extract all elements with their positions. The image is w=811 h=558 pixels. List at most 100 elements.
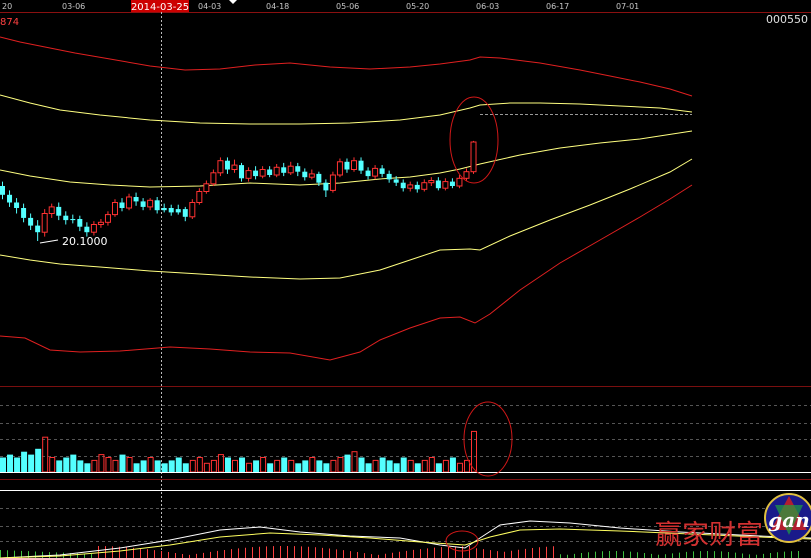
candle: [196, 188, 203, 205]
candle-body: [379, 168, 385, 174]
candle: [393, 176, 399, 186]
candle-body: [449, 181, 455, 186]
volume-bar: [295, 463, 302, 472]
low-price-label: 20.1000: [62, 235, 108, 248]
candle: [365, 167, 371, 180]
volume-bar: [63, 457, 70, 472]
candle: [147, 198, 154, 211]
cursor-date-label: 2014-03-25: [131, 2, 189, 13]
candle-body: [77, 219, 83, 227]
candle-body: [104, 214, 111, 223]
candle: [35, 220, 41, 241]
volume-bar: [21, 451, 28, 472]
candle-body: [48, 206, 55, 214]
candle: [224, 157, 230, 174]
candle: [210, 169, 217, 186]
candle-body: [393, 179, 399, 183]
candle-body: [133, 197, 139, 202]
volume-bar: [274, 459, 281, 473]
candle: [48, 203, 55, 218]
volume-bar: [161, 463, 168, 472]
winner-wealth-logo: 赢家财富 gan: [655, 493, 811, 551]
candle: [189, 199, 196, 219]
candle-body: [456, 177, 463, 187]
candle: [386, 170, 392, 183]
volume-bar: [210, 459, 217, 473]
volume-bar: [358, 457, 365, 472]
candle: [302, 168, 308, 181]
moving-average-line: [0, 130, 693, 188]
candle-body: [253, 170, 259, 177]
candle-body: [175, 209, 181, 213]
volume-bar: [7, 454, 14, 472]
candle: [456, 175, 463, 189]
volume-bar: [449, 457, 456, 472]
candle-body: [329, 174, 336, 191]
date-tick-label: 06-03: [476, 2, 499, 11]
candle: [104, 211, 111, 226]
candle: [56, 202, 62, 221]
candle-body: [111, 202, 118, 216]
volume-bar: [414, 463, 421, 472]
candle-body: [147, 199, 154, 208]
price-highlight-ellipse: [449, 96, 499, 184]
volume-bar: [281, 457, 288, 472]
candle: [316, 171, 322, 186]
candle: [336, 158, 343, 178]
candle-body: [245, 170, 252, 179]
candle: [90, 221, 97, 236]
volume-bars: [0, 430, 478, 473]
candle-body: [463, 171, 470, 179]
candle-body: [119, 202, 125, 208]
candle-body: [336, 161, 343, 176]
candle-body: [281, 167, 287, 173]
candle: [323, 179, 329, 197]
volume-bar: [154, 460, 161, 472]
volume-bar: [435, 463, 442, 472]
candle-body: [386, 173, 392, 180]
candle: [245, 167, 252, 182]
candle: [267, 166, 273, 178]
candle-body: [70, 219, 76, 221]
candle-body: [224, 160, 230, 170]
volume-bar: [98, 454, 105, 473]
band-outer-lower: [0, 184, 693, 361]
candle: [14, 198, 20, 214]
candle-body: [287, 165, 294, 174]
volume-bar: [442, 459, 449, 473]
volume-bar: [119, 454, 126, 472]
volume-bar: [379, 457, 386, 472]
volume-bar: [288, 459, 295, 473]
band-inner-lower: [0, 158, 693, 280]
candle: [126, 193, 133, 211]
cursor-date-badge: 2014-03-25: [131, 0, 189, 13]
volume-bar: [365, 463, 372, 472]
volume-bar: [56, 460, 63, 472]
candle-body: [203, 183, 210, 193]
candle-body: [358, 160, 364, 171]
candle-body: [63, 215, 69, 221]
candle: [281, 162, 287, 177]
candle-body: [84, 226, 90, 233]
indicator-line-yellow: [0, 528, 811, 558]
candle-body: [161, 208, 167, 211]
volume-bar: [386, 460, 393, 472]
candle: [70, 214, 76, 224]
volume-bar: [91, 459, 98, 473]
candle-body: [400, 182, 406, 189]
candle-body: [470, 141, 477, 173]
volume-bar: [189, 459, 196, 473]
candle: [239, 162, 245, 182]
date-tick-label: 05-06: [336, 2, 359, 11]
candle: [63, 211, 69, 225]
logo-badge-text: gan: [768, 508, 809, 532]
volume-bar: [267, 463, 274, 472]
volume-bar: [35, 448, 42, 472]
candle: [97, 219, 104, 228]
date-tick-label: 04-03: [198, 2, 221, 11]
volume-bar: [231, 459, 238, 473]
date-tick-label: 04-18: [266, 2, 289, 11]
logo-text: 赢家财富: [655, 520, 763, 551]
volume-panel: [0, 401, 811, 477]
volume-bar: [203, 462, 210, 473]
